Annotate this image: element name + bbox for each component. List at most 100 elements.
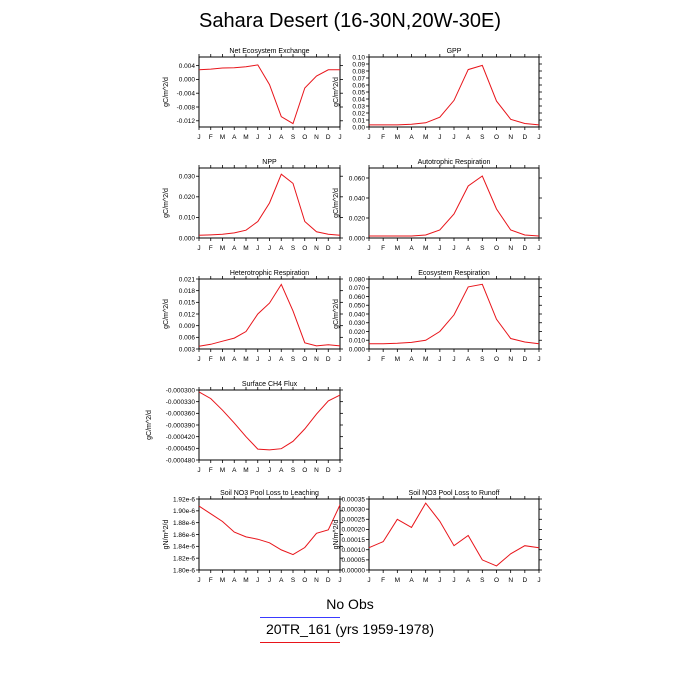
y-tick-label: 0.08 — [352, 68, 365, 75]
x-tick-label: A — [466, 134, 471, 141]
y-tick-label: 0.060 — [349, 175, 366, 182]
y-tick-label: -0.000300 — [166, 387, 196, 394]
x-tick-label: A — [466, 356, 471, 363]
legend-obs-swatch — [260, 617, 340, 618]
y-tick-label: 1.92e-6 — [173, 496, 195, 503]
y-tick-label: 0.050 — [349, 303, 366, 310]
x-tick-label: A — [279, 467, 284, 474]
y-tick-label: 0.006 — [179, 335, 196, 342]
y-tick-label: 1.84e-6 — [173, 544, 195, 551]
x-tick-label: S — [480, 356, 485, 363]
x-tick-label: J — [197, 577, 200, 584]
y-tick-label: 1.82e-6 — [173, 555, 195, 562]
x-tick-label: J — [256, 245, 259, 252]
x-tick-label: J — [438, 577, 441, 584]
x-tick-label: J — [338, 356, 341, 363]
y-tick-label: 0.020 — [349, 329, 366, 336]
x-tick-label: D — [522, 245, 527, 252]
x-tick-label: J — [367, 245, 370, 252]
x-tick-label: M — [423, 577, 428, 584]
y-tick-label: 0.030 — [179, 174, 196, 181]
x-tick-label: D — [326, 134, 331, 141]
x-tick-label: O — [302, 134, 307, 141]
legend-obs-label: No Obs — [326, 596, 374, 612]
x-tick-label: S — [291, 356, 296, 363]
x-tick-label: F — [209, 356, 213, 363]
chart-title: NPP — [262, 159, 277, 166]
x-tick-label: A — [232, 356, 237, 363]
y-tick-label: 0.021 — [179, 276, 196, 283]
x-tick-label: J — [452, 356, 455, 363]
y-tick-label: 0.00020 — [342, 527, 366, 534]
x-tick-label: D — [522, 356, 527, 363]
x-tick-label: D — [326, 467, 331, 474]
x-tick-label: F — [381, 134, 385, 141]
y-tick-label: 1.86e-6 — [173, 532, 195, 539]
x-tick-label: J — [256, 356, 259, 363]
plot-frame — [198, 498, 341, 571]
series-line — [368, 502, 540, 567]
x-tick-label: J — [197, 467, 200, 474]
x-tick-label: A — [232, 577, 237, 584]
y-tick-label: 1.80e-6 — [173, 567, 195, 574]
x-tick-label: A — [466, 245, 471, 252]
x-tick-label: N — [314, 356, 319, 363]
x-tick-label: J — [452, 577, 455, 584]
series-line — [369, 175, 540, 237]
series-line — [198, 283, 341, 347]
y-tick-label: -0.008 — [177, 104, 196, 111]
x-tick-label: D — [522, 134, 527, 141]
y-tick-label: -0.000450 — [166, 446, 196, 453]
chart-panel: Net Ecosystem Exchange gC/m^2/d 0.004 0.000… — [163, 48, 343, 141]
chart-title: Soil NO3 Pool Loss to Runoff — [409, 490, 500, 497]
x-tick-label: O — [302, 577, 307, 584]
x-tick-label: J — [197, 134, 200, 141]
y-tick-label: 1.90e-6 — [173, 508, 195, 515]
x-tick-label: O — [302, 245, 307, 252]
x-tick-label: J — [537, 245, 540, 252]
y-tick-label: 0.00005 — [342, 557, 366, 564]
y-tick-label: 0.00025 — [342, 517, 366, 524]
y-tick-label: -0.000420 — [166, 434, 196, 441]
chart-title: Autotrophic Respiration — [418, 159, 491, 166]
chart-panel: Soil NO3 Pool Loss to LeachinggN/m^2/d1.… — [163, 490, 343, 584]
x-tick-label: J — [438, 356, 441, 363]
x-tick-label: S — [480, 577, 485, 584]
x-tick-label: M — [243, 356, 248, 363]
legend-model-label: 20TR_161 (yrs 1959-1978) — [265, 621, 435, 637]
x-tick-label: J — [338, 467, 341, 474]
legend-model-swatch — [260, 642, 340, 643]
x-tick-label: O — [494, 245, 499, 252]
y-tick-label: 0.010 — [349, 338, 366, 345]
x-tick-label: J — [452, 245, 455, 252]
y-tick-label: 0.004 — [179, 63, 196, 70]
chart-panel: Autotrophic Respiration gC/m^2/d 0.000 0.02… — [333, 159, 542, 252]
x-tick-label: A — [466, 577, 471, 584]
plot-frame — [368, 167, 540, 239]
y-tick-label: 0.020 — [179, 194, 196, 201]
x-tick-label: J — [438, 245, 441, 252]
x-tick-label: S — [291, 134, 296, 141]
y-tick-label: -0.004 — [177, 91, 196, 98]
x-tick-label: S — [291, 245, 296, 252]
y-tick-label: 0.09 — [352, 61, 365, 68]
y-tick-label: 0.000 — [179, 77, 196, 84]
x-tick-label: J — [197, 356, 200, 363]
chart-title: Soil NO3 Pool Loss to Leaching — [220, 490, 319, 497]
x-tick-label: F — [381, 577, 385, 584]
y-tick-label: 0.020 — [349, 215, 366, 222]
y-tick-label: 0.04 — [352, 96, 365, 103]
x-tick-label: M — [243, 245, 248, 252]
x-tick-label: J — [268, 134, 271, 141]
x-tick-label: A — [409, 356, 414, 363]
y-tick-label: -0.012 — [177, 118, 196, 125]
chart-title: Heterotrophic Respiration — [230, 270, 309, 277]
x-tick-label: N — [508, 134, 513, 141]
y-tick-label: 0.00030 — [342, 506, 366, 513]
x-tick-label: D — [326, 356, 331, 363]
x-tick-label: S — [480, 245, 485, 252]
x-tick-label: N — [314, 467, 319, 474]
series-line — [198, 173, 341, 236]
x-tick-label: A — [232, 467, 237, 474]
x-tick-label: N — [508, 245, 513, 252]
